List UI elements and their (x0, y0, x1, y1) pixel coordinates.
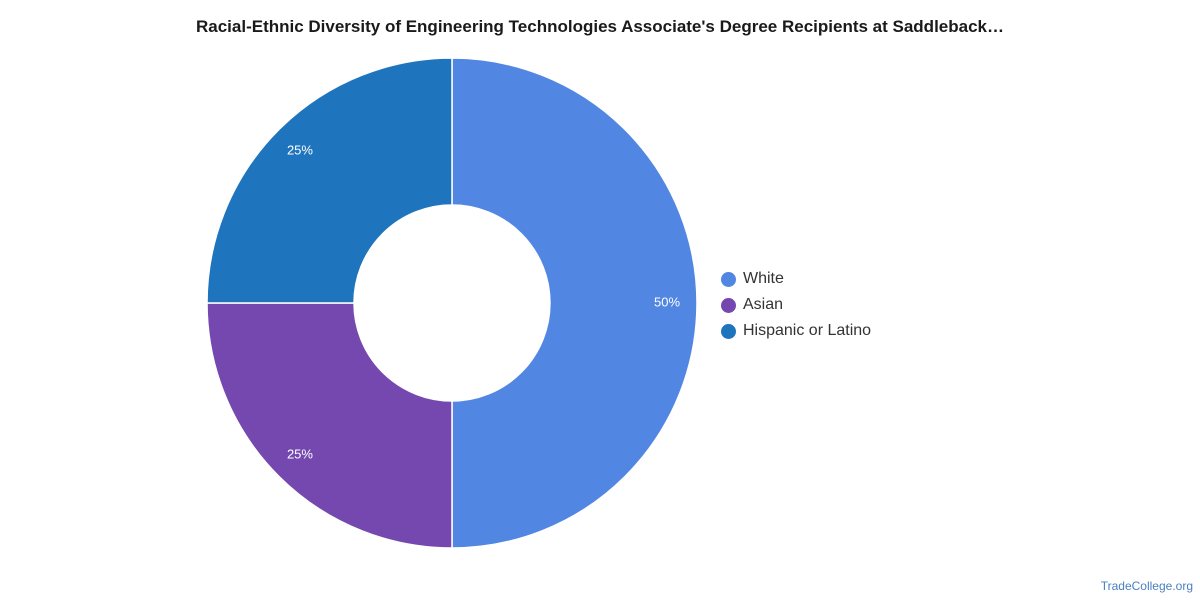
legend-swatch-asian (721, 297, 736, 313)
legend-item-asian[interactable]: Asian (721, 292, 871, 318)
slice-asian[interactable] (206, 302, 453, 549)
donut-slice-labels: 50% 25% 25% (287, 142, 680, 461)
slice-label-hispanic-or-latino: 25% (287, 142, 313, 157)
donut-slices (206, 57, 698, 549)
legend-label-white: White (743, 270, 784, 287)
slice-label-asian: 25% (287, 446, 313, 461)
legend-item-white[interactable]: White (721, 266, 871, 292)
slice-white[interactable] (451, 57, 698, 549)
chart-title: Racial-Ethnic Diversity of Engineering T… (195, 17, 1004, 36)
slice-label-white: 50% (654, 294, 680, 309)
legend-swatch-white (721, 271, 736, 287)
chart-legend: White Asian Hispanic or Latino (721, 266, 871, 344)
legend-item-hispanic-or-latino[interactable]: Hispanic or Latino (721, 318, 871, 344)
slice-hispanic-or-latino[interactable] (206, 57, 453, 304)
legend-label-hispanic-or-latino: Hispanic or Latino (743, 322, 872, 339)
legend-label-asian: Asian (743, 296, 784, 313)
watermark: TradeCollege.org (1100, 579, 1193, 593)
legend-swatch-hispanic-or-latino (721, 323, 736, 339)
